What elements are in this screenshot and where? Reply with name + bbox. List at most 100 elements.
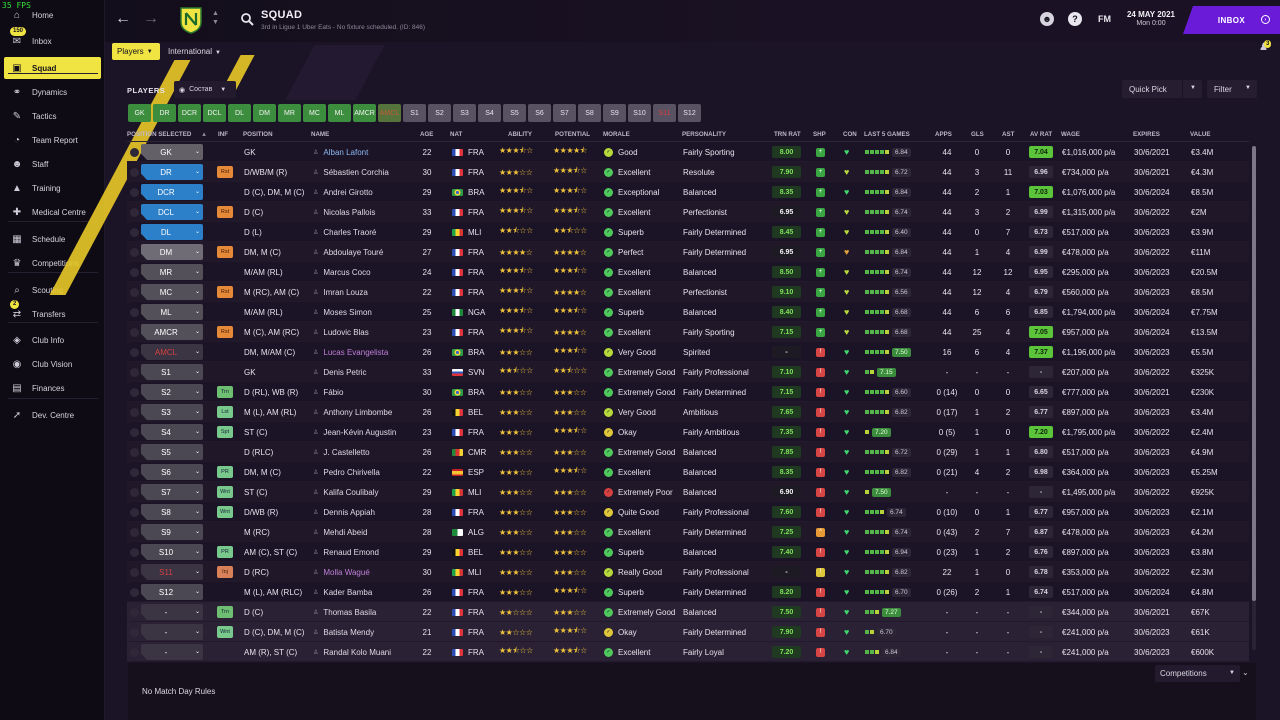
sidebar-item-training[interactable]: ▲ Training — [4, 177, 101, 199]
scrollbar-thumb[interactable] — [1252, 146, 1256, 601]
selected-position-dropdown[interactable]: - ⌄ — [141, 604, 203, 620]
row-select-checkbox[interactable] — [130, 567, 139, 577]
player-name-link[interactable]: ♙ Molla Wagué — [313, 562, 370, 582]
position-chip-amcr[interactable]: AMCR — [353, 104, 376, 122]
table-row[interactable]: S1 ⌄ GK ♙ Denis Petric 33 SVN ★★⯪☆☆ ★★⯪☆☆ ✓ Extrem… — [127, 362, 1249, 382]
sidebar-item-dynamics[interactable]: ⚭ Dynamics — [4, 81, 101, 103]
table-row[interactable]: S5 ⌄ D (RLC) ♙ J. Castelletto 26 CMR ★★★☆☆ ★★★☆☆… — [127, 442, 1249, 462]
position-chip-s3[interactable]: S3 — [453, 104, 476, 122]
col-ast[interactable]: AST — [1002, 131, 1015, 138]
table-row[interactable]: S4 ⌄ Spt ST (C) ♙ Jean-Kévin Augustin 23 FRA ★★★… — [127, 422, 1249, 442]
player-name-link[interactable]: ♙ Ludovic Blas — [313, 322, 369, 342]
selected-position-dropdown[interactable]: DL ⌄ — [141, 224, 203, 240]
sidebar-item-home[interactable]: ⌂ Home — [4, 4, 101, 26]
international-menu[interactable]: International ▼ — [168, 47, 221, 56]
table-row[interactable]: S3 ⌄ Lst M (L), AM (RL) ♙ Anthony Limbombe 26 B… — [127, 402, 1249, 422]
position-chip-amcl[interactable]: AMCL — [378, 104, 401, 122]
player-name-link[interactable]: ♙ J. Castelletto — [313, 442, 370, 462]
col-potential[interactable]: POTENTIAL — [555, 131, 591, 138]
player-name-link[interactable]: ♙ Anthony Limbombe — [313, 402, 392, 422]
selected-position-dropdown[interactable]: S6 ⌄ — [141, 464, 203, 480]
table-row[interactable]: S2 ⌄ Trn D (RL), WB (R) ♙ Fábio 30 BRA ★★★☆☆ ★★★☆… — [127, 382, 1249, 402]
sidebar-item-staff[interactable]: ☻ Staff — [4, 153, 101, 175]
player-name-link[interactable]: ♙ Andrei Girotto — [313, 182, 373, 202]
row-select-checkbox[interactable] — [130, 167, 139, 177]
sidebar-item-finances[interactable]: ▤ Finances — [4, 377, 101, 399]
table-row[interactable]: - ⌄ Wnt D (C), DM, M (C) ♙ Batista Mendy 21 FRA… — [127, 622, 1249, 642]
selected-position-dropdown[interactable]: S11 ⌄ — [141, 564, 203, 580]
help-icon[interactable]: ? — [1068, 12, 1082, 26]
col-ability[interactable]: ABILITY — [508, 131, 533, 138]
table-row[interactable]: - ⌄ AM (R), ST (C) ♙ Randal Kolo Muani 22 FRA ★… — [127, 642, 1249, 662]
row-select-checkbox[interactable] — [130, 427, 139, 437]
position-chip-mr[interactable]: MR — [278, 104, 301, 122]
table-row[interactable]: AMCL ⌄ DM, M/AM (C) ♙ Lucas Evangelista 26 BRA… — [127, 342, 1249, 362]
position-chip-s9[interactable]: S9 — [603, 104, 626, 122]
selected-position-dropdown[interactable]: S2 ⌄ — [141, 384, 203, 400]
social-icon[interactable]: ☻ — [1040, 12, 1054, 26]
row-select-checkbox[interactable] — [130, 627, 139, 637]
col-gls[interactable]: GLS — [971, 131, 984, 138]
position-chip-s7[interactable]: S7 — [553, 104, 576, 122]
sidebar-item-club-info[interactable]: ◈ Club Info — [4, 329, 101, 351]
table-row[interactable]: DCL ⌄ Rst D (C) ♙ Nicolas Pallois 33 FRA ★★★⯪☆ ★★… — [127, 202, 1249, 222]
position-chip-s8[interactable]: S8 — [578, 104, 601, 122]
col-inf[interactable]: INF — [218, 131, 228, 138]
row-select-checkbox[interactable] — [130, 507, 139, 517]
player-name-link[interactable]: ♙ Marcus Coco — [313, 262, 371, 282]
table-row[interactable]: S11 ⌄ Inj D (RC) ♙ Molla Wagué 30 MLI ★★★☆☆ ★★★☆☆… — [127, 562, 1249, 582]
player-name-link[interactable]: ♙ Kalifa Coulibaly — [313, 482, 379, 502]
position-chip-dr[interactable]: DR — [153, 104, 176, 122]
sidebar-item-medical-centre[interactable]: ✚ Medical Centre — [4, 201, 101, 223]
row-select-checkbox[interactable] — [130, 407, 139, 417]
row-select-checkbox[interactable] — [130, 527, 139, 537]
player-name-link[interactable]: ♙ Alban Lafont — [313, 142, 368, 162]
table-row[interactable]: MR ⌄ M/AM (RL) ♙ Marcus Coco 24 FRA ★★★⯪☆ ★★★⯪☆ ✓… — [127, 262, 1249, 282]
row-select-checkbox[interactable] — [130, 207, 139, 217]
selected-position-dropdown[interactable]: DCR ⌄ — [141, 184, 203, 200]
club-switch-icon[interactable]: ▲ ▼ — [212, 10, 219, 26]
table-row[interactable]: ML ⌄ M/AM (RL) ♙ Moses Simon 25 NGA ★★★⯪☆ ★★★⯪☆ ✓… — [127, 302, 1249, 322]
col-position[interactable]: POSITION — [243, 131, 273, 138]
position-chip-s2[interactable]: S2 — [428, 104, 451, 122]
col-value[interactable]: VALUE — [1190, 131, 1211, 138]
table-row[interactable]: S9 ⌄ M (RC) ♙ Mehdi Abeid 28 ALG ★★★☆☆ ★★★☆☆ ✓ Exc… — [127, 522, 1249, 542]
sidebar-item-dev-centre[interactable]: ➚ Dev. Centre — [4, 404, 101, 426]
col-personality[interactable]: PERSONALITY — [682, 131, 727, 138]
back-arrow-icon[interactable]: ← — [115, 10, 131, 27]
position-chip-s6[interactable]: S6 — [528, 104, 551, 122]
position-chip-s11[interactable]: S11 — [653, 104, 676, 122]
selected-position-dropdown[interactable]: AMCL ⌄ — [141, 344, 203, 360]
selected-position-dropdown[interactable]: S3 ⌄ — [141, 404, 203, 420]
position-chip-dm[interactable]: DM — [253, 104, 276, 122]
row-select-checkbox[interactable] — [130, 387, 139, 397]
player-name-link[interactable]: ♙ Sébastien Corchia — [313, 162, 389, 182]
table-row[interactable]: AMCR ⌄ Rst M (C), AM (RC) ♙ Ludovic Blas 23 FRA… — [127, 322, 1249, 342]
player-name-link[interactable]: ♙ Lucas Evangelista — [313, 342, 388, 362]
position-chip-ml[interactable]: ML — [328, 104, 351, 122]
row-select-checkbox[interactable] — [130, 147, 139, 157]
selected-position-dropdown[interactable]: - ⌄ — [141, 644, 203, 660]
position-chip-s12[interactable]: S12 — [678, 104, 701, 122]
col-age[interactable]: AGE — [420, 131, 434, 138]
col-shp[interactable]: SHP — [813, 131, 826, 138]
selected-position-dropdown[interactable]: S1 ⌄ — [141, 364, 203, 380]
fm-logo[interactable]: FM — [1098, 14, 1111, 24]
player-name-link[interactable]: ♙ Nicolas Pallois — [313, 202, 375, 222]
sidebar-item-schedule[interactable]: ▦ Schedule — [4, 228, 101, 250]
table-scrollbar[interactable] — [1252, 146, 1256, 650]
player-name-link[interactable]: ♙ Randal Kolo Muani — [313, 642, 391, 662]
player-name-link[interactable]: ♙ Batista Mendy — [313, 622, 374, 642]
table-row[interactable]: S8 ⌄ Wnt D/WB (R) ♙ Dennis Appiah 28 FRA ★★★☆☆ ★★… — [127, 502, 1249, 522]
player-name-link[interactable]: ♙ Abdoulaye Touré — [313, 242, 383, 262]
col-trn[interactable]: TRN RAT — [774, 131, 801, 138]
notifications-icon[interactable]: ♟ 3 — [1259, 40, 1272, 53]
table-row[interactable]: DR ⌄ Rst D/WB/M (R) ♙ Sébastien Corchia 30 FRA ★… — [127, 162, 1249, 182]
col-name[interactable]: NAME — [311, 131, 330, 138]
selected-position-dropdown[interactable]: S4 ⌄ — [141, 424, 203, 440]
row-select-checkbox[interactable] — [130, 327, 139, 337]
selected-position-dropdown[interactable]: S12 ⌄ — [141, 584, 203, 600]
sort-up-icon[interactable]: ▲ — [201, 131, 208, 138]
selected-position-dropdown[interactable]: S8 ⌄ — [141, 504, 203, 520]
row-select-checkbox[interactable] — [130, 587, 139, 597]
